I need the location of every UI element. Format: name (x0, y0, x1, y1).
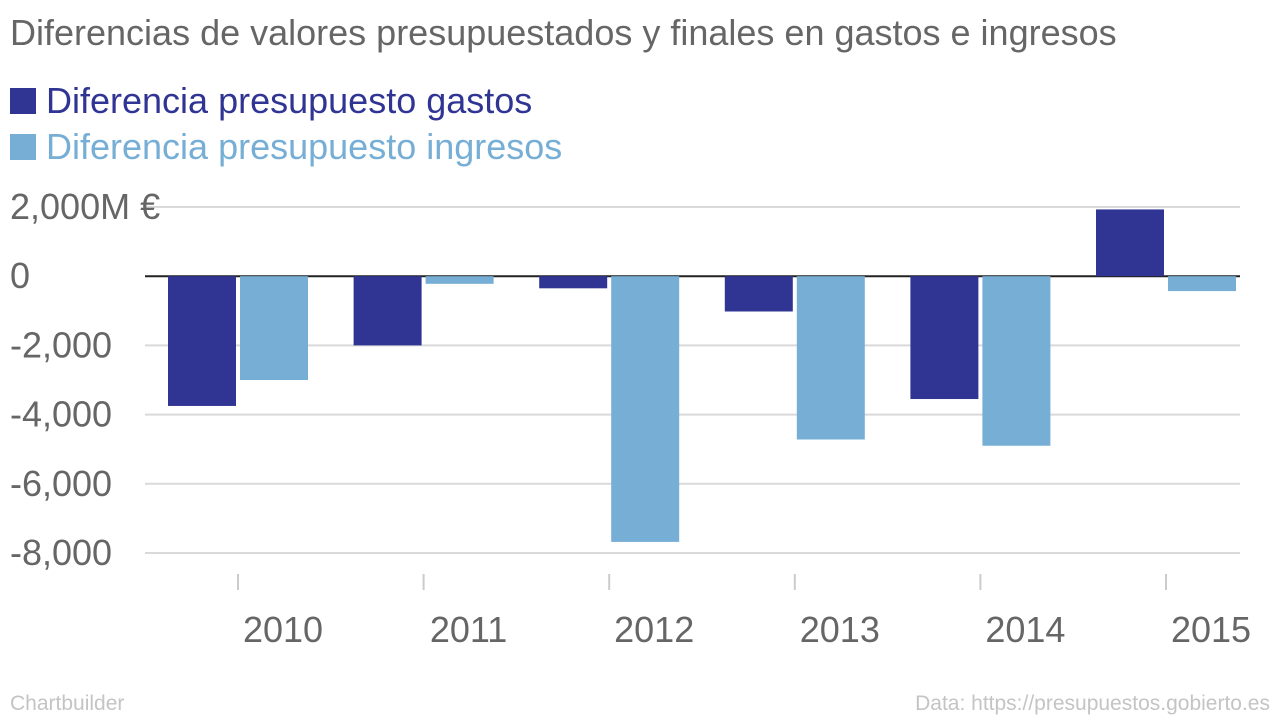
legend-label-ingresos: Diferencia presupuesto ingresos (46, 126, 563, 167)
bar-ingresos-2011 (425, 276, 494, 284)
bar-gastos-2013 (724, 276, 793, 312)
x-tick-label-2011: 2011 (430, 609, 507, 650)
x-tick-label-2014: 2014 (985, 609, 1065, 650)
bar-ingresos-2012 (611, 276, 680, 542)
legend-swatch-ingresos (10, 134, 36, 160)
bar-gastos-2014 (910, 276, 979, 400)
bar-ingresos-2015 (1168, 276, 1236, 292)
y-tick-label-0: 2,000M € (10, 186, 160, 227)
x-tick-label-2012: 2012 (614, 609, 694, 650)
bar-ingresos-2013 (796, 276, 865, 440)
legend-item-ingresos: Diferencia presupuesto ingresos (10, 124, 562, 170)
source-text: Data: https://presupuestos.gobierto.es (915, 692, 1270, 715)
bar-gastos-2012 (539, 276, 608, 289)
bar-ingresos-2010 (240, 276, 308, 380)
bar-gastos-2015 (1096, 209, 1164, 277)
bar-ingresos-2014 (982, 276, 1051, 446)
bar-gastos-2010 (168, 276, 236, 406)
x-tick-label-2010: 2010 (243, 609, 323, 650)
y-tick-label-3: -4,000 (10, 394, 112, 435)
legend: Diferencia presupuesto gastos Diferencia… (10, 78, 562, 170)
legend-label-gastos: Diferencia presupuesto gastos (46, 80, 533, 121)
y-tick-label-5: -8,000 (10, 532, 112, 573)
legend-swatch-gastos (10, 88, 36, 114)
y-tick-label-2: -2,000 (10, 324, 112, 365)
x-tick-label-2013: 2013 (800, 609, 880, 650)
credit-text: Chartbuilder (10, 692, 125, 715)
y-tick-label-4: -6,000 (10, 463, 112, 504)
legend-item-gastos: Diferencia presupuesto gastos (10, 78, 562, 124)
y-tick-label-1: 0 (10, 255, 30, 296)
x-tick-label-2015: 2015 (1171, 609, 1251, 650)
bar-gastos-2011 (353, 276, 422, 346)
chart-title: Diferencias de valores presupuestados y … (10, 12, 1117, 53)
